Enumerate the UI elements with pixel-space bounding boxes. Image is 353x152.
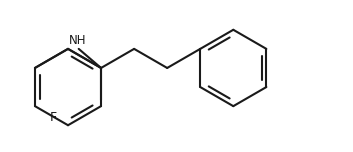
Text: F: F	[49, 111, 57, 124]
Text: NH: NH	[68, 34, 86, 47]
